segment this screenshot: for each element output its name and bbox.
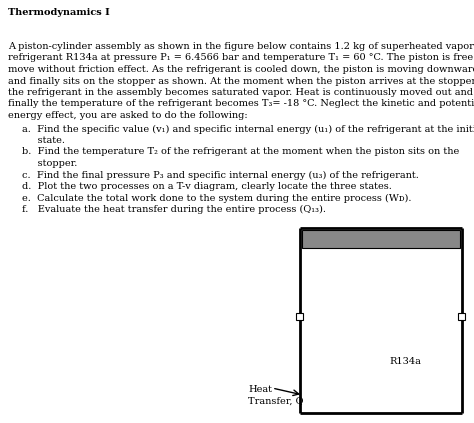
Text: state.: state.	[22, 136, 65, 145]
Text: Transfer, Q: Transfer, Q	[248, 396, 303, 406]
Text: and finally sits on the stopper as shown. At the moment when the piston arrives : and finally sits on the stopper as shown…	[8, 77, 474, 85]
Text: d.  Plot the two processes on a T-v diagram, clearly locate the three states.: d. Plot the two processes on a T-v diagr…	[22, 182, 392, 191]
Bar	[458, 313, 465, 320]
Text: R134a: R134a	[389, 357, 421, 366]
Text: A piston-cylinder assembly as shown in the figure below contains 1.2 kg of super: A piston-cylinder assembly as shown in t…	[8, 42, 474, 51]
Text: the refrigerant in the assembly becomes saturated vapor. Heat is continuously mo: the refrigerant in the assembly becomes …	[8, 88, 473, 97]
Text: refrigerant R134a at pressure P₁ = 6.4566 bar and temperature T₁ = 60 °C. The pi: refrigerant R134a at pressure P₁ = 6.456…	[8, 53, 474, 63]
Text: e.  Calculate the total work done to the system during the entire process (Wᴅ).: e. Calculate the total work done to the …	[22, 193, 411, 203]
Text: Heat: Heat	[248, 385, 272, 394]
Text: b.  Find the temperature T₂ of the refrigerant at the moment when the piston sit: b. Find the temperature T₂ of the refrig…	[22, 148, 459, 157]
Text: f.   Evaluate the heat transfer during the entire process (Q₁₃).: f. Evaluate the heat transfer during the…	[22, 205, 326, 214]
Text: Thermodynamics I: Thermodynamics I	[8, 8, 110, 17]
Text: energy effect, you are asked to do the following:: energy effect, you are asked to do the f…	[8, 111, 247, 120]
Text: a.  Find the specific value (v₁) and specific internal energy (u₁) of the refrig: a. Find the specific value (v₁) and spec…	[22, 124, 474, 134]
Text: finally the temperature of the refrigerant becomes T₃= -18 °C. Neglect the kinet: finally the temperature of the refrigera…	[8, 99, 474, 109]
Text: c.  Find the final pressure P₃ and specific internal energy (u₃) of the refriger: c. Find the final pressure P₃ and specif…	[22, 170, 419, 180]
Bar	[302, 230, 460, 248]
Text: stopper.: stopper.	[22, 159, 77, 168]
Bar	[297, 313, 303, 320]
Text: move without friction effect. As the refrigerant is cooled down, the piston is m: move without friction effect. As the ref…	[8, 65, 474, 74]
